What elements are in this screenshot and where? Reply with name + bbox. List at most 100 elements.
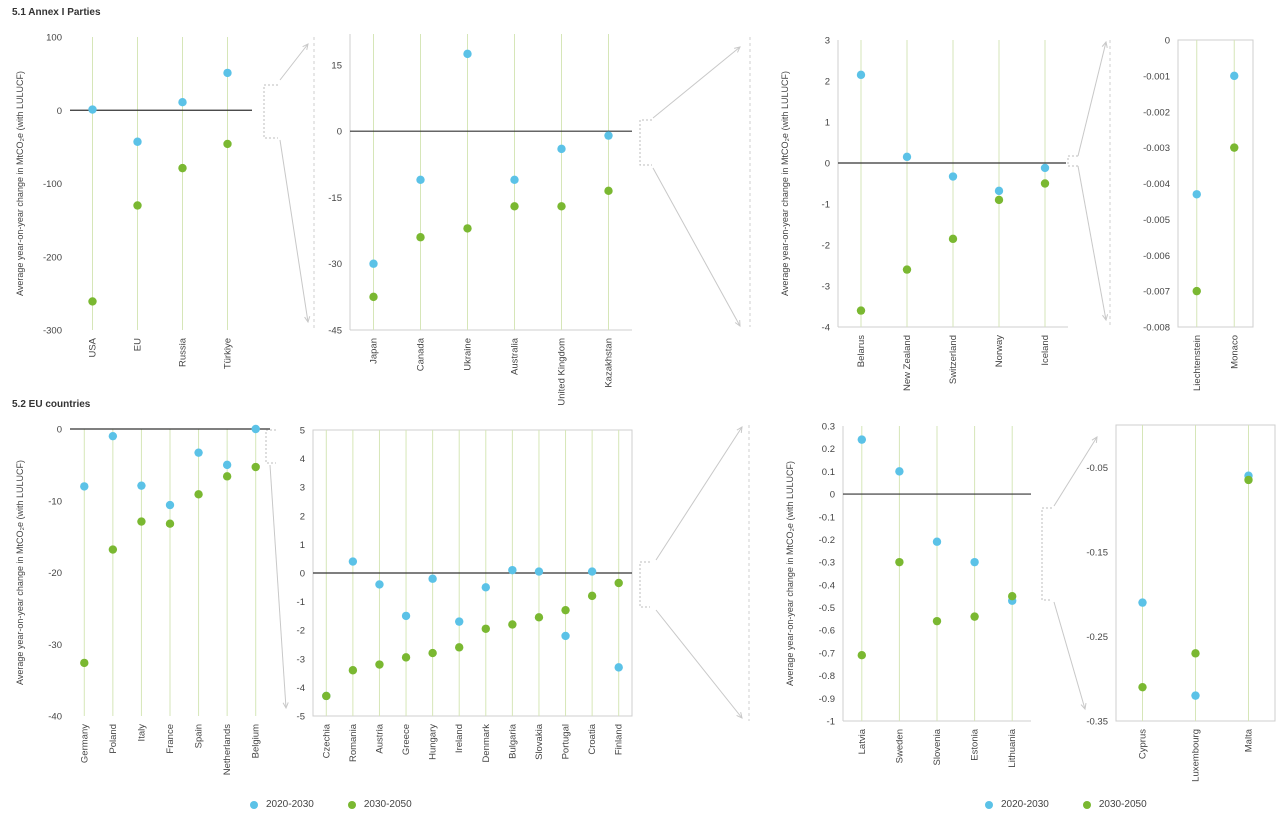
category-label: Austria: [374, 723, 385, 753]
y-tick-label: 0.3: [822, 422, 835, 433]
y-tick-label: -0.8: [819, 671, 835, 682]
zoom-bracket: [265, 429, 276, 464]
point-2020-2030: [401, 611, 411, 621]
legend-marker-2020-2030: [250, 800, 258, 809]
point-2020-2030: [222, 460, 232, 470]
y-tick-label: 0: [57, 106, 62, 117]
zoom-arrowhead: [302, 43, 309, 50]
point-2030-2050: [178, 163, 187, 173]
category-label: Norway: [994, 335, 1005, 367]
point-2030-2050: [994, 195, 1004, 205]
y-tick-label: -0.6: [819, 626, 835, 637]
y-tick-label: 3: [300, 483, 305, 494]
point-2030-2050: [1230, 143, 1239, 152]
zoom-connector: [639, 425, 750, 721]
legend-label: 2020-2030: [266, 799, 314, 810]
point-2020-2030: [895, 467, 904, 476]
category-label: United Kingdom: [557, 338, 568, 406]
point-2030-2050: [133, 201, 142, 210]
y-tick-label: -0.7: [819, 648, 835, 659]
y-tick-label: -2: [822, 241, 830, 252]
point-2030-2050: [604, 186, 613, 196]
category-label: Finland: [614, 724, 625, 755]
point-2020-2030: [857, 435, 866, 444]
y-tick-label: -200: [43, 252, 62, 263]
point-2030-2050: [1192, 286, 1201, 296]
point-2030-2050: [895, 557, 904, 567]
point-2020-2030: [348, 557, 358, 566]
y-tick-label: -0.008: [1143, 323, 1170, 334]
category-label: Cyprus: [1138, 729, 1149, 759]
point-2030-2050: [222, 472, 232, 481]
y-tick-label: -0.35: [1086, 717, 1108, 728]
category-label: Germany: [79, 724, 90, 763]
point-2030-2050: [534, 613, 544, 622]
y-tick-label: 0: [300, 569, 305, 580]
category-label: Hungary: [428, 724, 439, 760]
point-2020-2030: [88, 105, 97, 114]
point-2030-2050: [88, 297, 97, 306]
point-2030-2050: [557, 202, 566, 211]
chart-panel-6: 5 4 3 2 1 0 -1 -2 -3 -4 -5 Czechia Romania Austria Gre…: [297, 426, 633, 763]
point-2020-2030: [416, 175, 425, 184]
point-2030-2050: [369, 292, 378, 302]
legend-left: 2020-2030 2030-2050: [250, 799, 446, 810]
category-label: Czechia: [321, 723, 332, 758]
point-2030-2050: [1138, 682, 1147, 692]
point-2030-2050: [165, 519, 175, 528]
y-tick-label: 2: [825, 77, 830, 88]
zoom-arrow: [652, 167, 741, 327]
y-tick-label: -0.006: [1143, 251, 1170, 262]
y-axis-label: Average year-on-year change in MtCO₂e (w…: [15, 71, 25, 296]
category-label: Türkiye: [223, 338, 234, 369]
category-label: Belarus: [856, 335, 867, 367]
legend-label: 2030-2050: [363, 799, 412, 810]
zoom-bracket: [639, 119, 652, 166]
y-tick-label: 3: [825, 36, 830, 47]
zoom-connector: [265, 429, 289, 710]
category-label: New Zealand: [902, 335, 913, 391]
point-2020-2030: [251, 424, 260, 434]
category-label: Monaco: [1229, 335, 1240, 369]
zoom-arrowhead: [1080, 703, 1087, 711]
point-2020-2030: [994, 186, 1004, 196]
zoom-arrow: [652, 46, 741, 119]
y-tick-label: -300: [43, 326, 62, 337]
y-tick-label: 0.2: [822, 444, 835, 455]
y-tick-label: 0: [337, 127, 342, 138]
y-tick-label: 1: [825, 118, 830, 129]
y-tick-label: -15: [328, 193, 342, 204]
y-tick-label: -20: [48, 568, 62, 579]
category-label: Poland: [108, 724, 119, 754]
y-tick-label: -0.002: [1143, 107, 1170, 118]
point-2020-2030: [194, 448, 203, 457]
y-tick-label: -0.15: [1086, 547, 1108, 558]
point-2030-2050: [1040, 179, 1050, 188]
category-label: Croatia: [587, 723, 598, 754]
point-2020-2030: [604, 131, 613, 140]
point-2020-2030: [1192, 190, 1201, 199]
point-2020-2030: [856, 70, 866, 80]
y-tick-label: -0.5: [819, 603, 835, 614]
y-tick-label: -1: [297, 597, 305, 608]
zoom-arrowhead: [736, 426, 743, 434]
point-2030-2050: [510, 202, 519, 211]
category-label: Slovakia: [534, 723, 545, 760]
category-label: Canada: [416, 337, 427, 371]
y-tick-label: -3: [822, 282, 830, 293]
category-label: Malta: [1244, 728, 1255, 752]
point-2030-2050: [561, 605, 570, 615]
y-tick-label: -0.003: [1143, 143, 1170, 154]
point-2020-2030: [557, 144, 566, 154]
point-2020-2030: [108, 431, 118, 441]
zoom-arrow: [1077, 41, 1107, 157]
point-2020-2030: [178, 97, 187, 107]
category-label: Ireland: [454, 724, 465, 753]
point-2020-2030: [481, 583, 490, 592]
point-2030-2050: [401, 653, 411, 662]
y-tick-label: -5: [297, 712, 305, 723]
point-2020-2030: [375, 580, 384, 589]
zoom-arrow: [655, 426, 743, 561]
y-tick-label: -4: [822, 323, 830, 334]
